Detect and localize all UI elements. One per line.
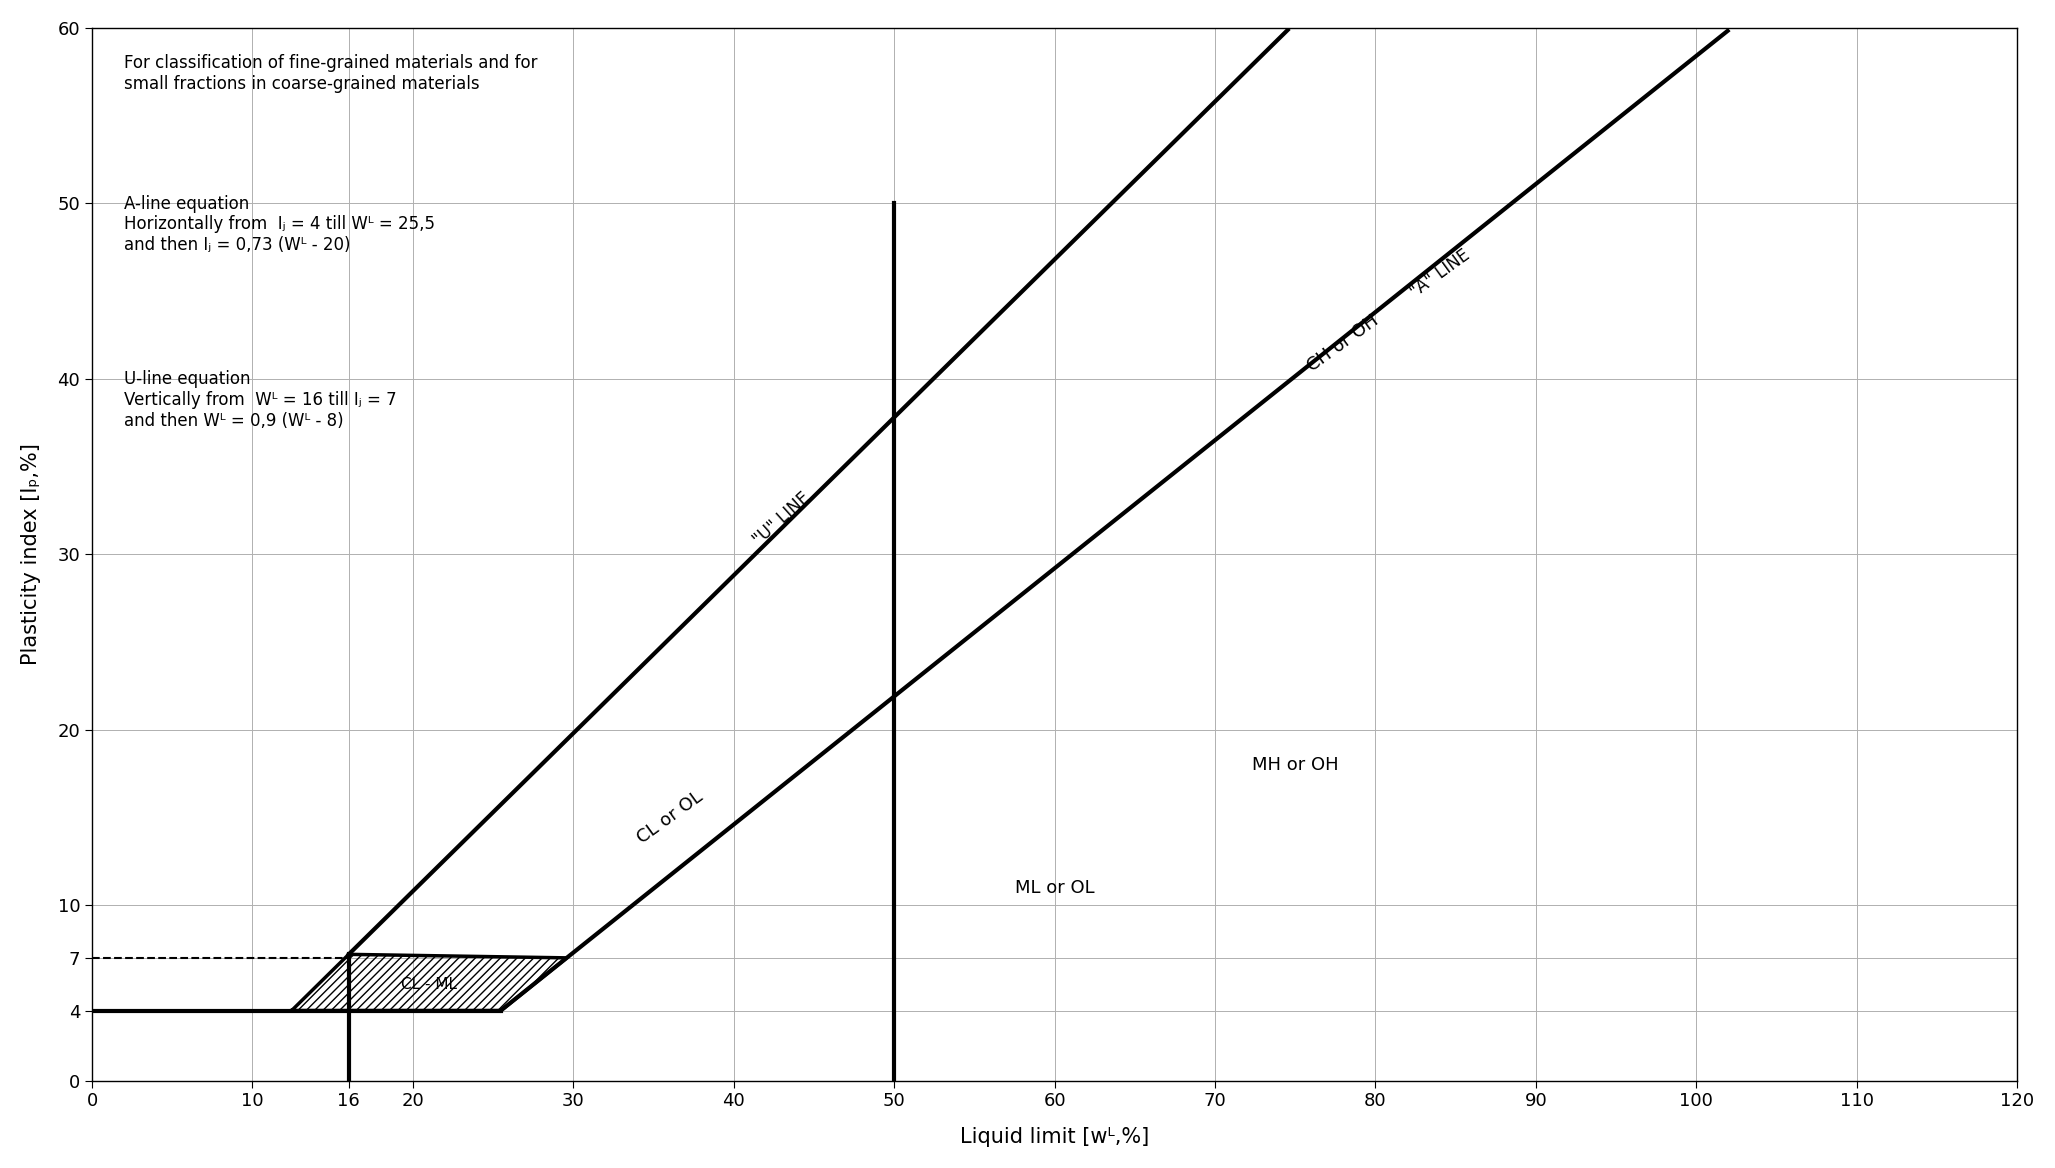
Y-axis label: Plasticity index [Iₚ,%]: Plasticity index [Iₚ,%]: [21, 444, 41, 666]
Text: MH or OH: MH or OH: [1251, 756, 1338, 774]
Text: U-line equation
Vertically from  Wᴸ = 16 till Iⱼ = 7
and then Wᴸ = 0,9 (Wᴸ - 8): U-line equation Vertically from Wᴸ = 16 …: [123, 370, 397, 430]
Text: CH or OH: CH or OH: [1305, 312, 1383, 376]
Text: "U" LINE: "U" LINE: [750, 489, 814, 549]
Text: For classification of fine-grained materials and for
small fractions in coarse-g: For classification of fine-grained mater…: [123, 54, 538, 93]
X-axis label: Liquid limit [wᴸ,%]: Liquid limit [wᴸ,%]: [960, 1127, 1149, 1147]
Text: CL or OL: CL or OL: [633, 787, 705, 847]
Text: A-line equation
Horizontally from  Iⱼ = 4 till Wᴸ = 25,5
and then Iⱼ = 0,73 (Wᴸ : A-line equation Horizontally from Iⱼ = 4…: [123, 195, 436, 255]
Text: ML or OL: ML or OL: [1015, 878, 1095, 897]
Text: CL - ML: CL - ML: [401, 976, 456, 992]
Text: "A" LINE: "A" LINE: [1406, 246, 1473, 301]
